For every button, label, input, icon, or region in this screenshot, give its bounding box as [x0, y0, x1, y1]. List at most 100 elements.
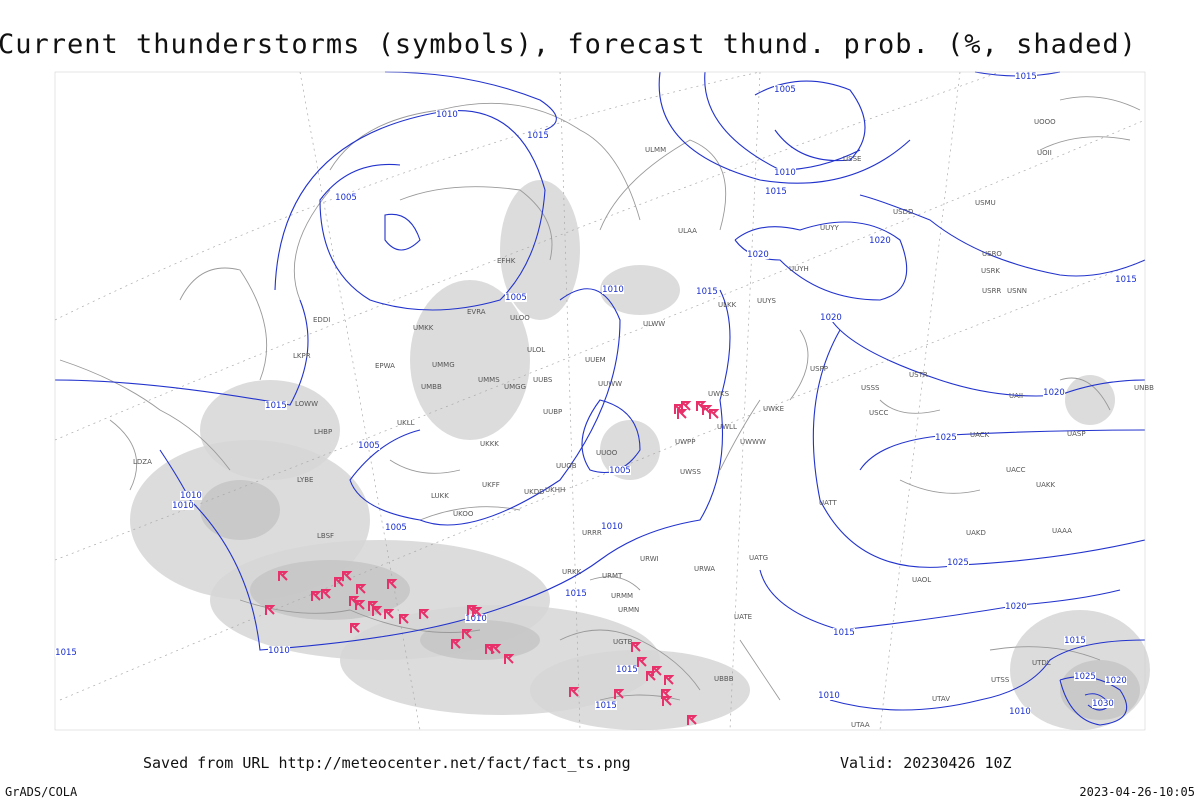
station-label: USPP — [810, 365, 828, 373]
isobar-label: 1005 — [385, 523, 407, 533]
isobar-label-bg — [1105, 676, 1127, 685]
thunderstorm-symbol — [334, 577, 345, 587]
isobar-label: 1010 — [601, 522, 623, 532]
isobar-label-bg — [869, 236, 891, 245]
isobar-label: 1015 — [527, 131, 549, 141]
isobar-label: 1015 — [595, 701, 617, 711]
station-label: USDD — [893, 208, 913, 216]
thunderstorm-symbol — [504, 654, 515, 664]
isobar-label-bg — [1074, 672, 1096, 681]
station-label: ULOO — [510, 314, 530, 322]
isobar-label-bg — [747, 250, 769, 259]
station-label: UUWW — [598, 380, 622, 388]
isobar-label-bg — [180, 491, 202, 500]
isobar-label-bg — [774, 85, 796, 94]
station-label: UKFF — [482, 481, 500, 489]
thunderstorm-symbol — [419, 609, 430, 619]
isobar-label: 1005 — [505, 293, 527, 303]
station-label: LHBP — [314, 428, 332, 436]
valid-time: Valid: 20230426 10Z — [840, 754, 1012, 772]
station-label: UWKE — [763, 405, 784, 413]
isobar-label-bg — [935, 433, 957, 442]
isobar-label-bg — [436, 110, 458, 119]
isobar-label-bg — [601, 522, 623, 531]
station-label: UAII — [1009, 392, 1023, 400]
station-label: UMMG — [432, 361, 455, 369]
station-label: ULWW — [643, 320, 665, 328]
isobar-label-bg — [465, 614, 487, 623]
isobar-label: 1020 — [869, 236, 891, 246]
station-label: UTAA — [851, 721, 870, 729]
station-label: UKOO — [453, 510, 474, 518]
thunderstorm-symbol — [664, 675, 675, 685]
station-label: USRO — [982, 250, 1002, 258]
isobar-label-bg — [818, 691, 840, 700]
thunderstorm-symbol — [677, 409, 688, 419]
station-label: ULKK — [718, 301, 737, 309]
isobar-label: 1015 — [696, 287, 718, 297]
station-label: UASP — [1067, 430, 1086, 438]
isobar-label: 1010 — [268, 646, 290, 656]
isobar-label-bg — [1043, 388, 1065, 397]
station-label: URWA — [694, 565, 715, 573]
station-label: USCC — [869, 409, 888, 417]
isobar-label-bg — [765, 187, 787, 196]
thunderstorm-symbol — [662, 696, 673, 706]
station-label: UUOO — [596, 449, 618, 457]
station-label: USNN — [1007, 287, 1027, 295]
map-title: Current thunderstorms (symbols), forecas… — [0, 29, 1137, 60]
station-label: UUYY — [820, 224, 840, 232]
isobar-label: 1015 — [1064, 636, 1086, 646]
isobar-label-bg — [265, 401, 287, 410]
station-label: URRR — [582, 529, 602, 537]
isobar-label-bg — [358, 441, 380, 450]
station-label: UKHH — [545, 486, 565, 494]
thunderstorm-symbol — [652, 666, 663, 676]
station-label: LOWW — [295, 400, 318, 408]
thunderstorm-symbol — [462, 629, 473, 639]
thunderstorm-symbol — [451, 639, 462, 649]
station-label: UGTB — [613, 638, 633, 646]
thunderstorm-symbol — [321, 589, 332, 599]
station-label: UATE — [734, 613, 752, 621]
station-label: UTDL — [1032, 659, 1051, 667]
station-label: URKK — [562, 568, 582, 576]
source-url: Saved from URL http://meteocenter.net/fa… — [143, 754, 631, 772]
isobar-label-bg — [1009, 707, 1031, 716]
station-label: UWPP — [675, 438, 696, 446]
isobar-label: 1010 — [172, 501, 194, 511]
station-label: UAKK — [1036, 481, 1056, 489]
thunderstorm-symbol — [311, 591, 322, 601]
station-label: EVRA — [467, 308, 486, 316]
station-label: EDDI — [313, 316, 330, 324]
station-label: UTSS — [991, 676, 1010, 684]
station-label: UMBB — [421, 383, 442, 391]
thunderstorm-symbol — [342, 571, 353, 581]
station-label: UTAV — [932, 695, 950, 703]
station-label: ULOL — [527, 346, 545, 354]
station-label: UBBB — [714, 675, 734, 683]
station-label: LKPR — [293, 352, 311, 360]
isobar-label-bg — [1005, 602, 1027, 611]
isobar-label: 1015 — [1015, 72, 1037, 82]
isobar-label-bg — [820, 313, 842, 322]
isobar-label-bg — [1092, 699, 1114, 708]
isobar-label-bg — [335, 193, 357, 202]
thunderstorm-symbols — [265, 401, 720, 725]
station-label: UUEM — [585, 356, 606, 364]
isobar-label: 1015 — [55, 648, 77, 658]
isobar-label-bg — [268, 646, 290, 655]
thunderstorm-symbol — [278, 571, 289, 581]
thunderstorm-symbol — [687, 715, 698, 725]
isobar-label-bg — [505, 293, 527, 302]
isobar-label-bg — [527, 131, 549, 140]
isobar-label: 1015 — [765, 187, 787, 197]
station-label: UUBP — [543, 408, 562, 416]
station-labels: EFHK EVRA ULOO ULOL UMKK EDDI EPWA UMMG UMBB UMMS… — [133, 118, 1154, 729]
thunderstorm-symbol — [355, 600, 366, 610]
station-label: UMMS — [478, 376, 500, 384]
station-label: URMN — [618, 606, 639, 614]
isobar-label: 1020 — [747, 250, 769, 260]
station-label: UKKK — [480, 440, 499, 448]
isobar-label-bg — [774, 168, 796, 177]
